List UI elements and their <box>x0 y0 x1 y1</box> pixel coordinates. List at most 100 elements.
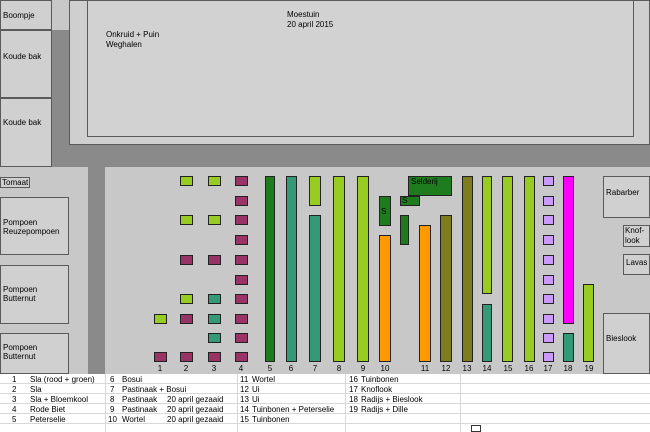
col-num-11: 11 <box>420 364 430 373</box>
legend-table: 1 Sla (rood + groen) 2 Sla 3 Sla + Bloem… <box>0 374 650 432</box>
legend-num: 18 <box>349 395 358 404</box>
legend-text: Sla <box>30 385 42 394</box>
cell-selection-marker <box>471 425 481 432</box>
plot-col3-d <box>208 294 221 304</box>
legend-num: 8 <box>110 395 115 404</box>
plot-col4-f <box>235 275 248 285</box>
bieslook-label: Bieslook <box>606 334 637 343</box>
plot-col4-i <box>235 333 248 343</box>
s-bed-2-label: S <box>402 196 408 205</box>
koude-bak-2-label: Koude bak <box>3 118 42 127</box>
col-num-1: 1 <box>157 364 163 373</box>
plot-col2-a <box>180 176 193 186</box>
plot-col3-g <box>208 352 221 362</box>
garden-map: Moestuin 20 april 2015 Onkruid + Puin We… <box>0 0 650 374</box>
plot-col1-b <box>154 352 167 362</box>
row-7b <box>309 215 321 362</box>
pompoen-3-line2: Butternut <box>3 352 36 361</box>
col-num-2: 2 <box>183 364 189 373</box>
legend-text: Sla + Bloemkool <box>30 395 89 404</box>
row-11-wortel <box>419 225 431 362</box>
col-num-7: 7 <box>312 364 318 373</box>
legend-text: Ui <box>252 395 260 404</box>
boompje-label: Boompje <box>3 11 35 20</box>
legend-text: Radijs + Dille <box>361 405 408 414</box>
col-num-8: 8 <box>336 364 342 373</box>
col-num-12: 12 <box>441 364 451 373</box>
legend-text: Ui <box>252 385 260 394</box>
plot-col4-b <box>235 196 248 206</box>
plot-col4-a <box>235 176 248 186</box>
rabarber-label: Rabarber <box>606 188 640 197</box>
legend-text: Pastinaak <box>122 395 158 404</box>
path-vertical-middle <box>88 167 105 374</box>
pompoen-1-line1: Pompoen <box>3 218 38 227</box>
row-12-ui <box>440 215 452 362</box>
plot-col4-j <box>235 352 248 362</box>
legend-text: Pastinaak <box>122 405 158 414</box>
s-bed-1-label: S <box>381 207 387 216</box>
row-19-radijs-dille <box>583 284 594 362</box>
legend-num: 1 <box>12 375 17 384</box>
legend-num: 19 <box>349 405 358 414</box>
koude-bak-1-label: Koude bak <box>3 52 42 61</box>
plot-col17-d <box>543 235 554 245</box>
pompoen-1-line2: Reuzepompoen <box>3 227 60 236</box>
path-vertical-left <box>52 30 69 167</box>
legend-num: 13 <box>240 395 249 404</box>
knoflook-line2: look <box>625 236 640 245</box>
weed-note-line2: Weghalen <box>106 40 142 49</box>
col-num-17: 17 <box>543 364 553 373</box>
plot-col4-e <box>235 255 248 265</box>
koude-bak-2 <box>0 98 52 167</box>
row-9 <box>357 176 369 362</box>
pompoen-1 <box>0 197 69 255</box>
row-6-bosui <box>286 176 297 362</box>
legend-text: Tuinbonen <box>361 375 399 384</box>
row-18-bieslook <box>563 333 574 362</box>
weed-note-line1: Onkruid + Puin <box>106 30 160 39</box>
lavas-label: Lavas <box>626 258 648 267</box>
legend-num: 2 <box>12 385 17 394</box>
selderij-label: Selderij <box>411 177 438 186</box>
legend-extra: 20 april gezaaid <box>167 415 224 424</box>
s-bed-2 <box>400 196 420 206</box>
small-green-bed <box>400 215 409 245</box>
row-8 <box>333 176 345 362</box>
legend-num: 9 <box>110 405 115 414</box>
plot-col2-d <box>180 294 193 304</box>
col-num-3: 3 <box>211 364 217 373</box>
row-16-tuinbonen <box>524 176 535 362</box>
plot-col2-b <box>180 215 193 225</box>
legend-num: 12 <box>240 385 249 394</box>
selderij-bed <box>408 176 452 196</box>
legend-num: 4 <box>12 405 17 414</box>
legend-num: 5 <box>12 415 17 424</box>
garden-title: Moestuin <box>287 10 320 19</box>
row-13-ui <box>462 176 473 362</box>
legend-num: 7 <box>110 385 115 394</box>
row-18-radijs <box>563 176 574 324</box>
pompoen-2-line2: Butternut <box>3 294 36 303</box>
plot-col1-a <box>154 314 167 324</box>
row-15-tuinbonen <box>502 176 513 362</box>
plot-col4-g <box>235 294 248 304</box>
col-num-5: 5 <box>267 364 273 373</box>
plot-col17-i <box>543 333 554 343</box>
col-num-9: 9 <box>360 364 366 373</box>
legend-extra: 20 april gezaaid <box>167 405 224 414</box>
legend-text: Radijs + Bieslook <box>361 395 423 404</box>
pompoen-2 <box>0 265 69 324</box>
legend-text: Tuinbonen + Peterselie <box>252 405 335 414</box>
plot-col4-c <box>235 215 248 225</box>
plot-col17-a <box>543 176 554 186</box>
plot-col3-f <box>208 333 221 343</box>
col-num-15: 15 <box>503 364 513 373</box>
legend-num: 11 <box>240 375 249 384</box>
legend-text: Sla (rood + groen) <box>30 375 95 384</box>
boompje-box <box>0 0 52 30</box>
col-num-16: 16 <box>524 364 534 373</box>
col-num-19: 19 <box>584 364 594 373</box>
plot-col17-h <box>543 314 554 324</box>
row-10-wortel <box>379 235 391 362</box>
